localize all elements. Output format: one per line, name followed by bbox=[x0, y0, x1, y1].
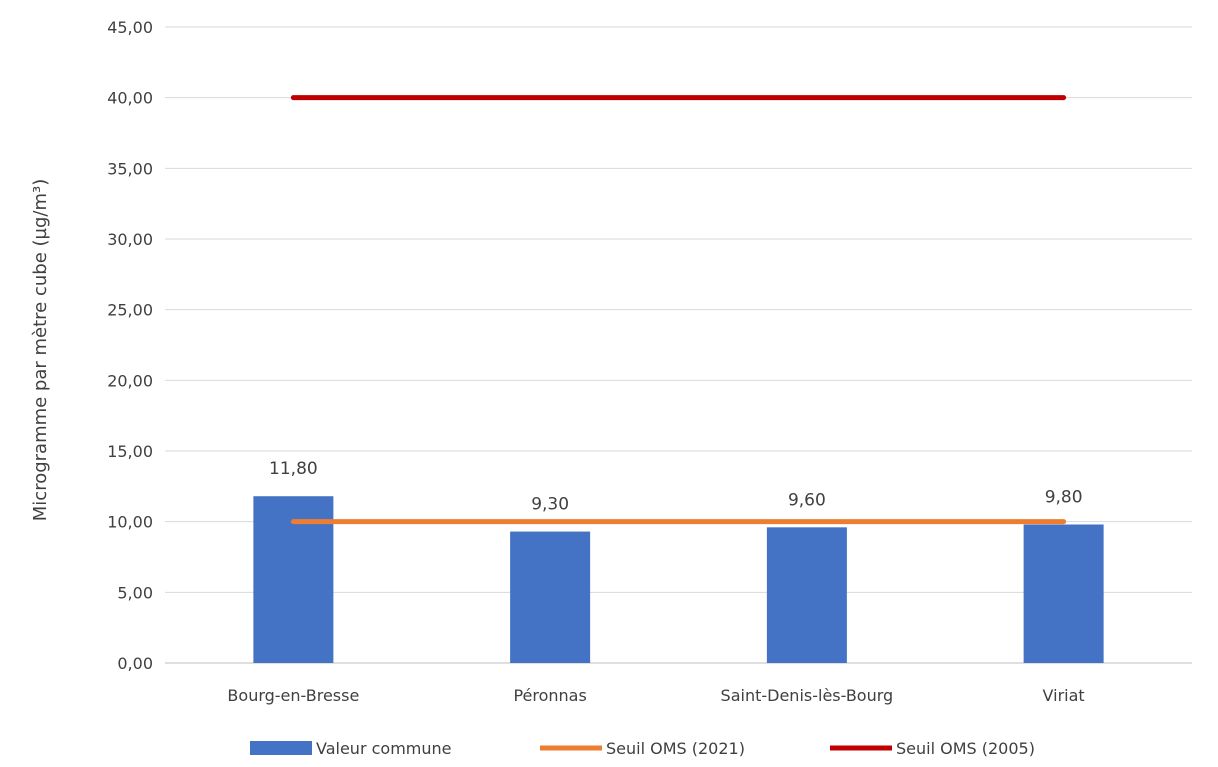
bar-data-label: 9,60 bbox=[788, 490, 826, 510]
bar-data-label: 9,80 bbox=[1045, 487, 1083, 507]
x-tick-label: Bourg-en-Bresse bbox=[227, 686, 359, 705]
y-tick-label: 10,00 bbox=[107, 513, 153, 532]
bar-data-label: 11,80 bbox=[269, 459, 318, 479]
axis-ticks: 0,00 5,00 10,00 15,00 20,00 25,00 30,00 35,00 40… bbox=[107, 18, 1085, 705]
bar bbox=[510, 531, 591, 663]
y-tick-label: 45,00 bbox=[107, 18, 153, 37]
x-tick-label: Viriat bbox=[1043, 686, 1085, 705]
bar bbox=[766, 527, 847, 663]
y-tick-label: 25,00 bbox=[107, 301, 153, 320]
y-tick-label: 40,00 bbox=[107, 89, 153, 108]
legend-label: Valeur commune bbox=[316, 739, 451, 758]
x-tick-label: Péronnas bbox=[513, 686, 586, 705]
y-tick-label: 35,00 bbox=[107, 159, 153, 178]
y-tick-label: 0,00 bbox=[117, 654, 153, 673]
bar bbox=[1023, 524, 1104, 663]
y-tick-label: 5,00 bbox=[117, 583, 153, 602]
legend-label: Seuil OMS (2005) bbox=[896, 739, 1035, 758]
legend: Valeur commune Seuil OMS (2021) Seuil OMS … bbox=[250, 739, 1035, 758]
threshold-lines bbox=[290, 95, 1067, 525]
y-axis-title: Microgramme par mètre cube (µg/m³) bbox=[30, 179, 51, 521]
legend-label: Seuil OMS (2021) bbox=[606, 739, 745, 758]
data-labels: 11,80 9,30 9,60 9,80 bbox=[269, 459, 1083, 514]
x-tick-label: Saint-Denis-lès-Bourg bbox=[721, 686, 894, 705]
y-tick-label: 30,00 bbox=[107, 230, 153, 249]
bar-data-label: 9,30 bbox=[531, 495, 569, 515]
y-tick-label: 15,00 bbox=[107, 442, 153, 461]
legend-swatch bbox=[250, 741, 312, 755]
y-tick-label: 20,00 bbox=[107, 371, 153, 390]
